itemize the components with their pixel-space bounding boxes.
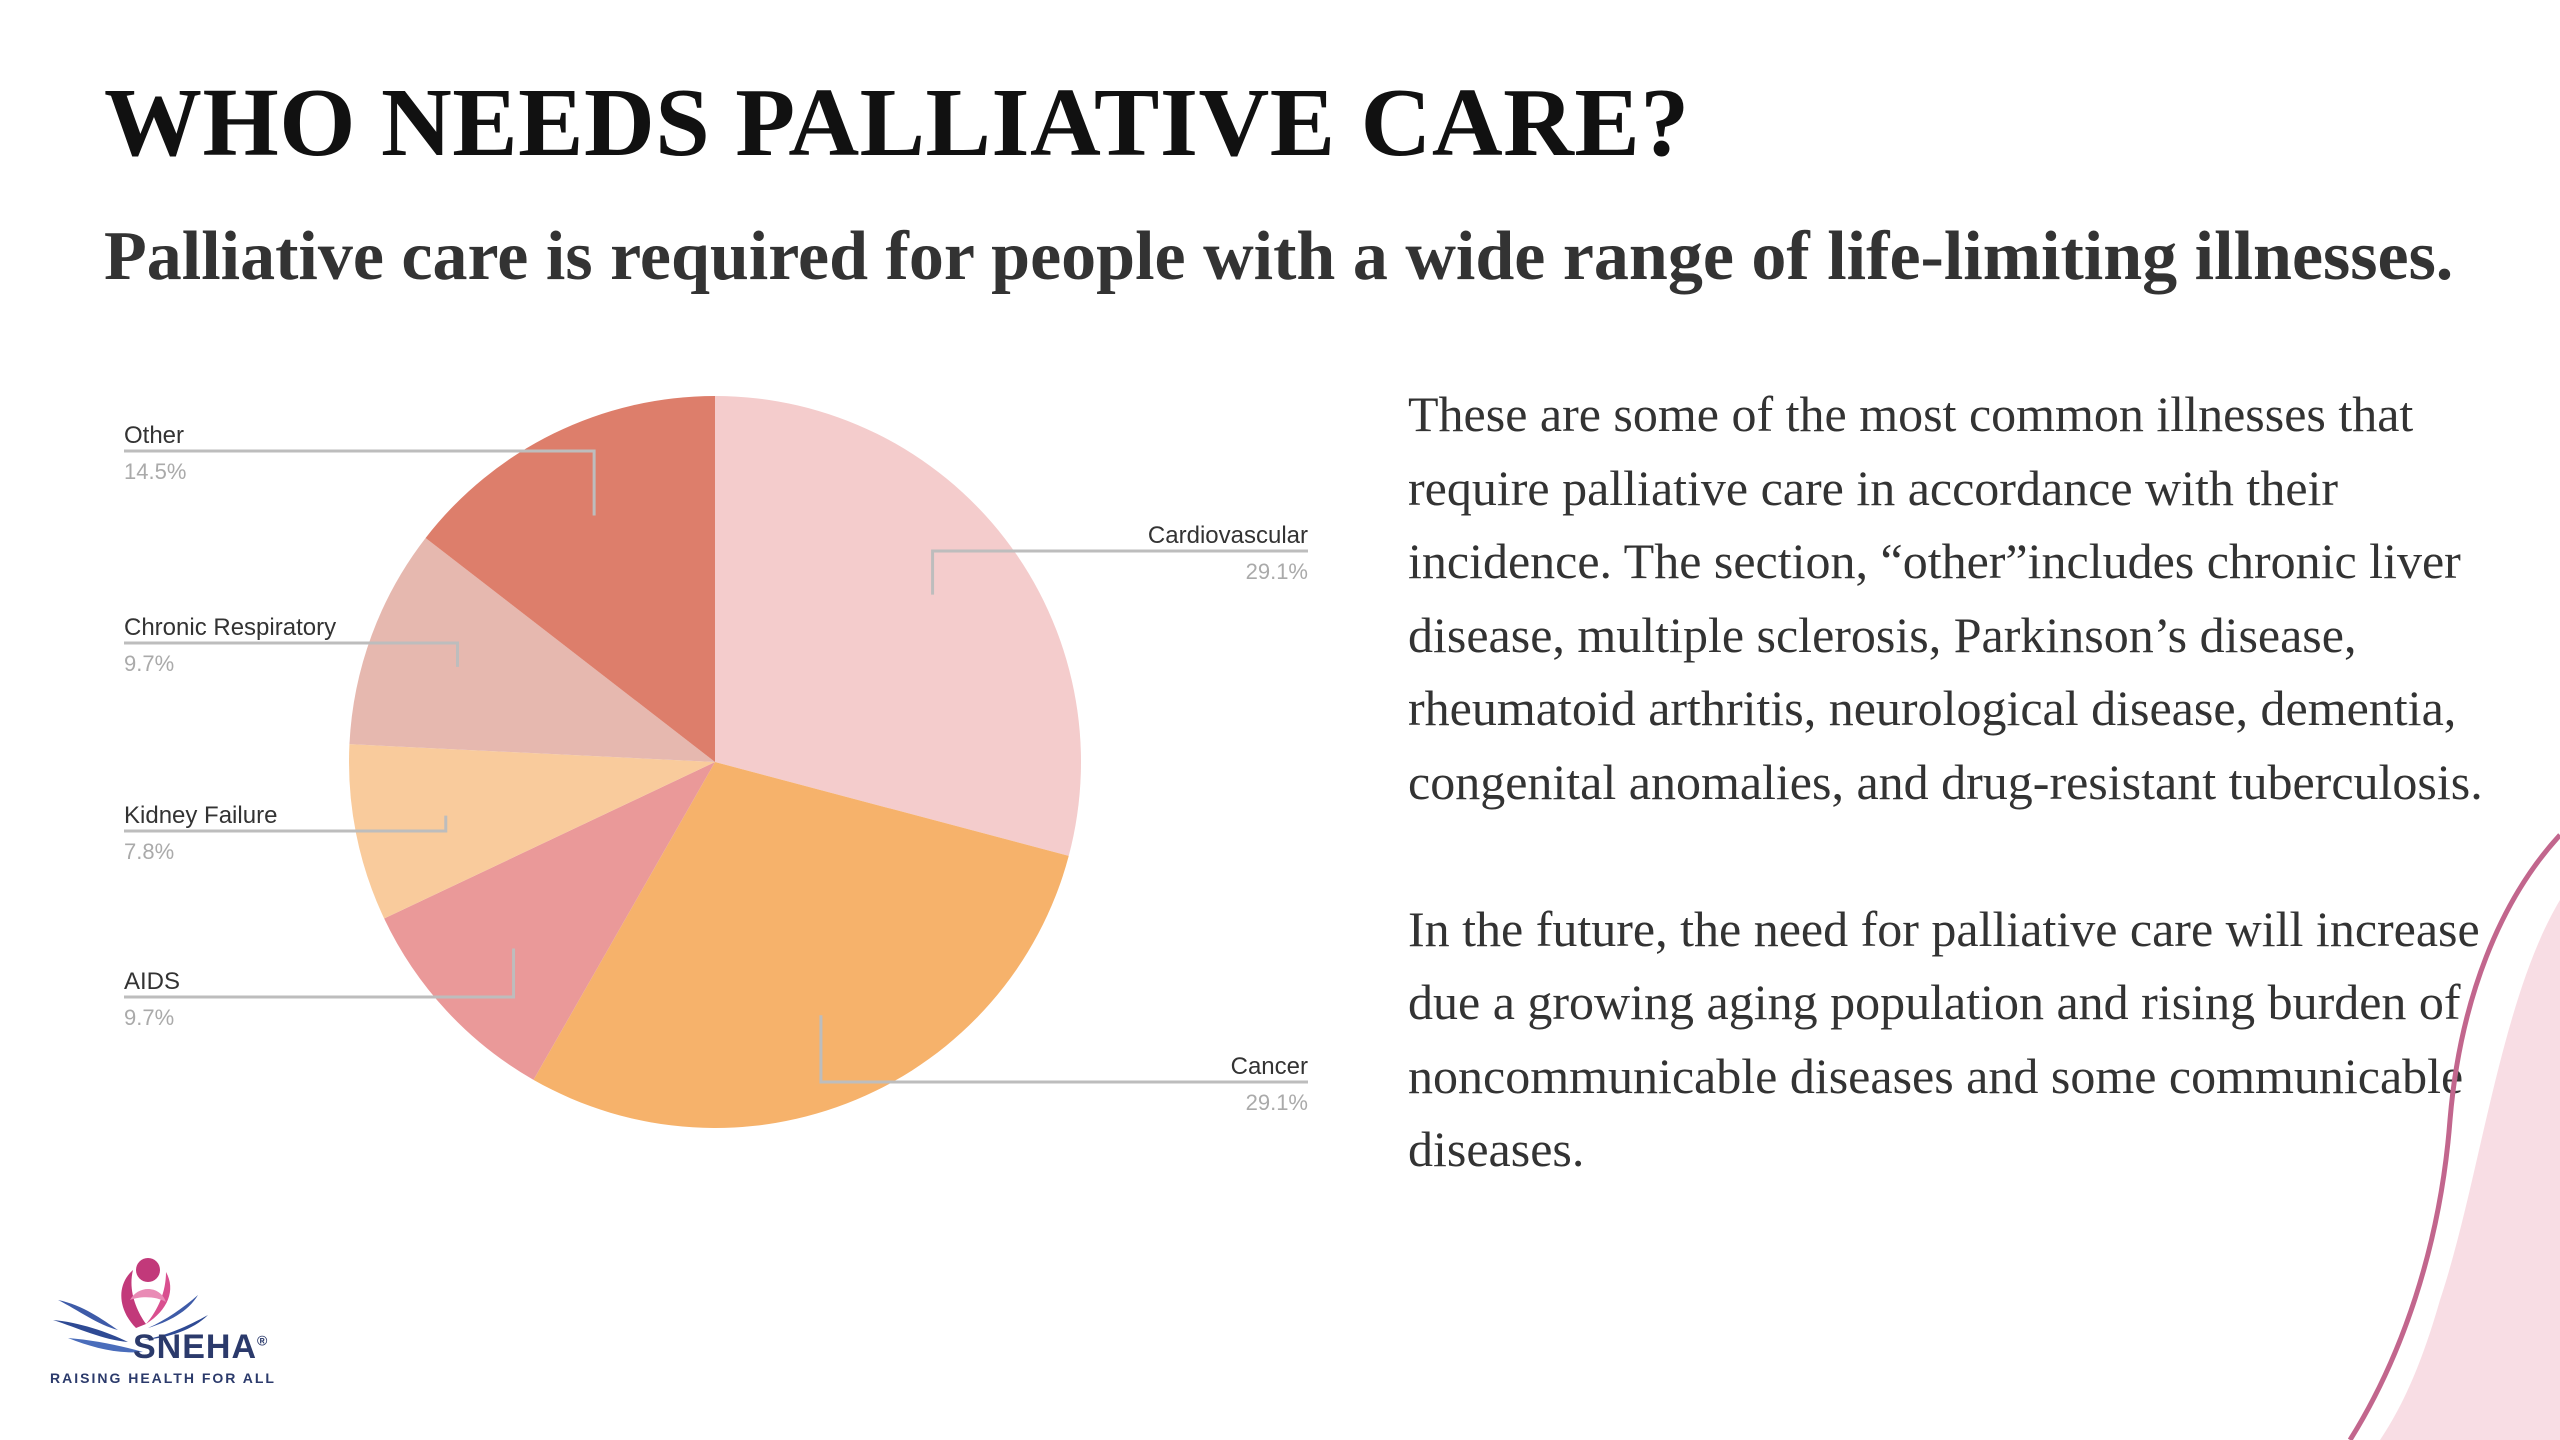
slice-percent-aids: 9.7% [124, 1005, 174, 1030]
sneha-logo [53, 1258, 208, 1353]
slice-percent-cancer: 29.1% [1246, 1090, 1308, 1115]
slice-label-chronic-respiratory: Chronic Respiratory [124, 614, 336, 641]
slice-percent-chronic-respiratory: 9.7% [124, 651, 174, 676]
slice-percent-cardiovascular: 29.1% [1246, 559, 1308, 584]
slide-subtitle: Palliative care is required for people w… [104, 218, 2454, 295]
pie-slice-other [425, 396, 715, 762]
slice-label-cancer: Cancer [1231, 1053, 1308, 1080]
slide-title: WHO NEEDS PALLIATIVE CARE? [104, 69, 1690, 177]
description-text: These are some of the most common illnes… [1408, 378, 2488, 1187]
pie-slice-cardiovascular [715, 396, 1082, 856]
pie-slice-aids [384, 762, 715, 1080]
leader-line-cancer [819, 1015, 1308, 1084]
leader-line-aids [124, 948, 516, 999]
slice-label-cardiovascular: Cardiovascular [1148, 522, 1308, 549]
lotus-icon [53, 1258, 208, 1353]
pie-labels: Cardiovascular 29.1% Cancer 29.1% AIDS 9.7% Ki… [124, 422, 1308, 1115]
leader-line-cardiovascular [931, 549, 1308, 595]
pie-slice-chronic-respiratory [349, 537, 715, 762]
leader-line-chronic-respiratory [124, 641, 460, 667]
slice-percent-kidney-failure: 7.8% [124, 839, 174, 864]
pie-slices [349, 396, 1082, 1128]
description-paragraph-2: In the future, the need for palliative c… [1408, 900, 2480, 1178]
slice-label-kidney-failure: Kidney Failure [124, 802, 277, 829]
pie-slice-kidney-failure [349, 744, 715, 919]
slice-label-other: Other [124, 422, 184, 449]
logo-wordmark: SNEHA® [133, 1328, 269, 1366]
description-paragraph-1: These are some of the most common illnes… [1408, 386, 2483, 810]
logo-tagline: RAISING HEALTH FOR ALL [50, 1370, 276, 1386]
slice-label-aids: AIDS [124, 968, 180, 995]
slice-percent-other: 14.5% [124, 459, 186, 484]
leader-line-kidney-failure [124, 815, 448, 833]
pie-slice-cancer [533, 762, 1069, 1128]
leader-line-other [124, 449, 596, 516]
